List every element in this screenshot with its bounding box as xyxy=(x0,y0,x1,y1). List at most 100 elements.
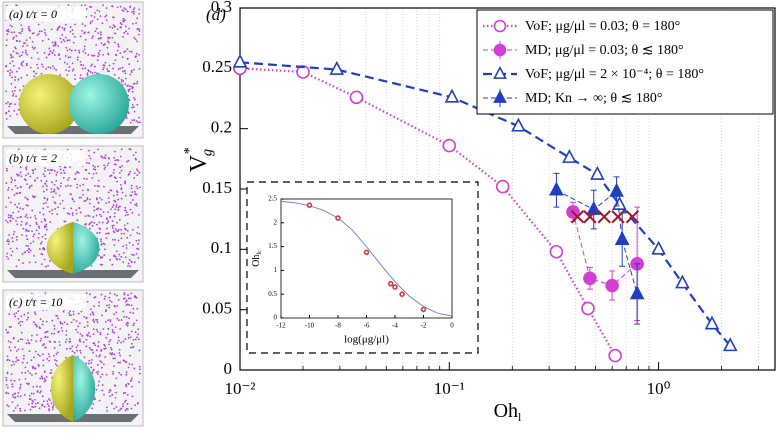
vapor-particle xyxy=(106,68,109,70)
data-point xyxy=(570,210,585,224)
vapor-particle xyxy=(110,348,113,351)
vapor-particle xyxy=(104,166,107,169)
vapor-particle xyxy=(43,405,46,408)
vapor-particle xyxy=(63,166,66,169)
vapor-particle xyxy=(6,221,9,224)
vapor-particle xyxy=(108,391,111,393)
vapor-particle xyxy=(96,232,99,234)
droplet xyxy=(73,222,100,274)
vapor-particle xyxy=(87,331,90,334)
vapor-particle xyxy=(131,253,134,256)
vapor-particle xyxy=(21,28,24,30)
vapor-particle xyxy=(89,348,92,351)
vapor-particle xyxy=(125,304,128,306)
vapor-particle xyxy=(17,391,20,394)
vapor-particle xyxy=(131,211,134,214)
vapor-particle xyxy=(124,72,127,75)
vapor-particle xyxy=(19,383,22,386)
data-point xyxy=(562,149,577,163)
vapor-particle xyxy=(106,406,108,409)
vapor-particle xyxy=(133,177,136,179)
vapor-particle xyxy=(120,79,123,81)
vapor-particle xyxy=(100,238,102,241)
vapor-particle xyxy=(17,52,19,55)
vapor-particle xyxy=(72,32,74,35)
vapor-particle xyxy=(93,151,96,154)
data-point xyxy=(335,215,341,221)
vapor-particle xyxy=(24,366,27,369)
vapor-particle xyxy=(48,408,50,410)
vapor-particle xyxy=(14,184,17,187)
vapor-particle xyxy=(34,195,36,198)
vapor-particle xyxy=(88,359,91,362)
vapor-particle xyxy=(113,26,116,28)
vapor-particle xyxy=(124,214,127,217)
data-point xyxy=(583,210,597,224)
vapor-particle xyxy=(18,40,21,43)
vapor-particle xyxy=(10,176,13,179)
vapor-particle xyxy=(127,213,129,216)
vapor-particle xyxy=(9,62,12,65)
vapor-particle xyxy=(48,47,51,50)
vapor-particle xyxy=(32,392,35,395)
vapor-particle xyxy=(109,352,112,355)
vapor-particle xyxy=(43,197,46,200)
vapor-particle xyxy=(52,65,54,67)
vapor-particle xyxy=(29,216,32,219)
vapor-particle xyxy=(26,44,29,47)
vapor-particle xyxy=(48,172,51,175)
vapor-particle xyxy=(124,399,127,402)
vapor-particle xyxy=(103,343,106,346)
vapor-particle xyxy=(96,372,99,375)
vapor-particle xyxy=(68,66,71,68)
vapor-particle xyxy=(18,387,21,390)
vapor-particle xyxy=(104,320,107,323)
vapor-particle xyxy=(17,317,20,320)
vapor-particle xyxy=(20,331,23,334)
vapor-particle xyxy=(123,360,126,363)
vapor-particle xyxy=(113,156,116,159)
vapor-particle xyxy=(6,359,9,362)
vapor-particle xyxy=(89,335,92,338)
vapor-particle xyxy=(54,363,57,365)
vapor-particle xyxy=(136,174,139,177)
vapor-particle xyxy=(30,359,33,362)
vapor-particle xyxy=(75,346,78,349)
vapor-particle xyxy=(113,163,116,166)
vapor-particle xyxy=(66,49,69,52)
vapor-particle xyxy=(47,264,49,267)
vapor-particle xyxy=(57,54,60,57)
vapor-particle xyxy=(90,14,93,17)
vapor-particle xyxy=(74,74,76,76)
vapor-particle xyxy=(64,356,67,359)
y-tick-label: 0.05 xyxy=(202,299,232,318)
vapor-particle xyxy=(90,6,93,8)
vapor-particle xyxy=(83,356,86,359)
vapor-particle xyxy=(137,401,139,404)
vapor-particle xyxy=(9,349,12,352)
vapor-particle xyxy=(111,329,114,331)
vapor-particle xyxy=(93,221,96,224)
vapor-particle xyxy=(32,406,35,409)
vapor-particle xyxy=(18,89,21,92)
vapor-particle xyxy=(26,238,29,241)
vapor-particle xyxy=(47,38,50,41)
vapor-particle xyxy=(101,366,103,369)
vapor-particle xyxy=(135,168,138,171)
vapor-particle xyxy=(111,353,114,355)
vapor-particle xyxy=(76,171,79,174)
data-point xyxy=(329,60,345,75)
vapor-particle xyxy=(12,409,15,412)
vapor-particle xyxy=(25,244,28,247)
vapor-particle xyxy=(59,322,62,325)
vapor-particle xyxy=(138,116,140,119)
legend-label: VoF; μg/μl = 0.03; θ = 180° xyxy=(525,19,680,34)
vapor-particle xyxy=(41,404,43,407)
vapor-particle xyxy=(122,80,125,82)
vapor-particle xyxy=(53,347,56,350)
vapor-particle xyxy=(5,118,8,120)
vapor-particle xyxy=(73,200,76,203)
vapor-particle xyxy=(36,391,39,393)
vapor-particle xyxy=(78,49,80,52)
y-tick-label: 1.5 xyxy=(268,242,277,250)
